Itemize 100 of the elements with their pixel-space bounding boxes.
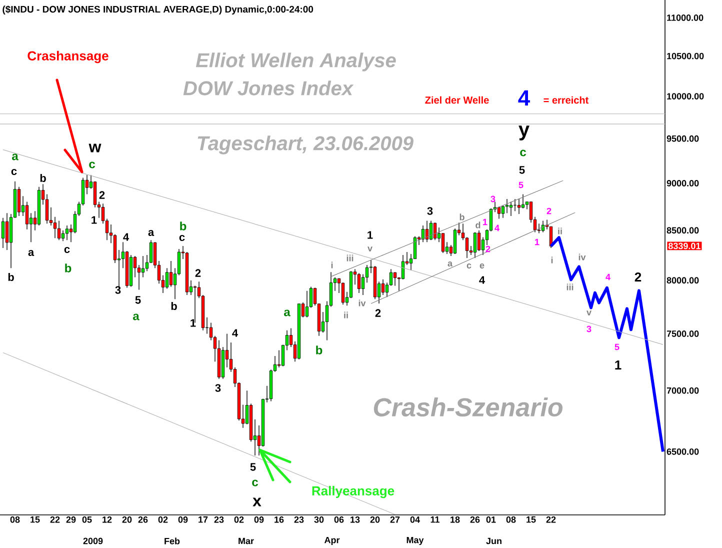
annotation: c xyxy=(252,480,258,486)
annotation: 4 xyxy=(479,276,485,284)
annotation: 1 xyxy=(368,231,373,239)
annotation: ii xyxy=(558,228,562,234)
annotation: 3 xyxy=(427,207,433,215)
y-tick-label: 7500.00 xyxy=(666,330,699,337)
annotation: 1 xyxy=(190,319,196,327)
annotation: iv xyxy=(578,254,586,260)
candlestick xyxy=(169,260,173,288)
annotation: y xyxy=(518,126,530,140)
annotation: 3 xyxy=(490,196,496,202)
x-tick-label: 23 xyxy=(214,516,224,523)
x-tick-label: 15 xyxy=(30,516,40,523)
x-tick-label: 26 xyxy=(138,516,148,523)
candlestick xyxy=(521,194,525,209)
text: Apr xyxy=(324,536,340,546)
candlestick xyxy=(513,198,517,212)
annotation: a xyxy=(448,262,453,266)
candlestick xyxy=(1,217,5,248)
annotation: c xyxy=(64,246,70,254)
annotation: a xyxy=(148,230,154,236)
annotation: w xyxy=(88,144,102,152)
x-tick-label: 23 xyxy=(294,516,304,523)
text: 8339.01 xyxy=(668,242,700,250)
annotation: 5 xyxy=(135,296,141,304)
candlestick xyxy=(473,232,477,258)
candlestick xyxy=(441,232,445,254)
annotation: 5 xyxy=(519,166,525,174)
candlestick xyxy=(497,206,501,220)
candlestick xyxy=(165,268,169,290)
annotation: 1 xyxy=(535,238,540,246)
annotation: 3 xyxy=(115,286,121,294)
x-tick-label: 09 xyxy=(178,516,188,523)
annotation: 4 xyxy=(606,274,610,280)
annotation: 4 xyxy=(232,329,238,337)
annotation: 2 xyxy=(99,191,105,199)
annotation: b xyxy=(316,346,322,354)
annotation: a xyxy=(12,154,18,160)
annotation: 1 xyxy=(483,218,488,226)
annotation: x xyxy=(252,498,262,506)
candlestick xyxy=(517,198,521,214)
annotation: i xyxy=(331,262,333,268)
candlestick xyxy=(17,186,21,216)
annotation: d xyxy=(476,222,480,228)
text: Mar xyxy=(238,538,254,544)
annotation: 2 xyxy=(634,272,642,282)
annotation: 2 xyxy=(546,208,552,214)
candlestick xyxy=(65,225,69,240)
candlestick xyxy=(25,201,29,230)
candlestick xyxy=(453,228,457,254)
annotation: 4 xyxy=(494,224,500,232)
annotation: DOW Jones Index xyxy=(183,80,354,96)
annotation: i xyxy=(551,256,553,264)
candlestick xyxy=(393,272,397,286)
annotation: 3 xyxy=(215,384,221,392)
annotation: iii xyxy=(566,284,574,290)
annotation: Crash-Szenario xyxy=(374,397,563,417)
annotation: a xyxy=(28,250,34,256)
annotation: iv xyxy=(358,300,366,306)
annotation: c xyxy=(520,150,526,156)
annotation: c xyxy=(179,234,185,242)
x-tick-label: 22 xyxy=(50,516,60,523)
x-tick-label: 13 xyxy=(350,516,360,523)
candlestick xyxy=(305,290,309,318)
annotation: 1 xyxy=(615,360,622,370)
annotation: iii xyxy=(346,254,354,262)
x-tick-label: 02 xyxy=(234,516,244,523)
text: Feb xyxy=(164,538,180,544)
x-tick-label: 05 xyxy=(82,516,92,523)
annotation: Rallyeansage xyxy=(312,486,394,498)
annotation: 4 xyxy=(518,90,530,106)
y-tick-label: 7000.00 xyxy=(666,387,699,394)
x-tick-label: 08 xyxy=(10,516,20,523)
annotation: 5 xyxy=(250,463,256,471)
annotation: 2 xyxy=(195,269,201,277)
annotation: b xyxy=(180,222,186,230)
y-tick-label: 9000.00 xyxy=(666,180,699,186)
annotation: b xyxy=(8,272,14,282)
candlestick xyxy=(501,205,505,218)
x-tick-label: 16 xyxy=(274,516,284,523)
x-tick-label: 26 xyxy=(470,516,480,523)
annotation: v xyxy=(586,310,592,316)
y-tick-label: 8500.00 xyxy=(666,227,699,234)
text: Jun xyxy=(486,538,502,544)
x-tick-label: 01 xyxy=(486,516,496,523)
y-tick-label: 10500.00 xyxy=(667,52,704,60)
x-tick-label: 12 xyxy=(102,516,112,523)
candlestick xyxy=(401,254,405,280)
candlestick xyxy=(465,236,469,258)
annotation: 1 xyxy=(92,216,97,224)
candlestick xyxy=(93,181,97,208)
x-tick-label: 29 xyxy=(66,516,76,523)
annotation: Elliot Wellen Analyse xyxy=(196,52,396,72)
annotation: a xyxy=(284,310,290,316)
annotation: Ziel der Welle xyxy=(425,96,489,104)
candlestick xyxy=(429,220,433,240)
annotation: 2 xyxy=(486,246,490,252)
y-tick-label: 9500.00 xyxy=(666,135,699,142)
candlestick xyxy=(5,212,9,250)
annotation: Crashansage xyxy=(28,50,108,64)
